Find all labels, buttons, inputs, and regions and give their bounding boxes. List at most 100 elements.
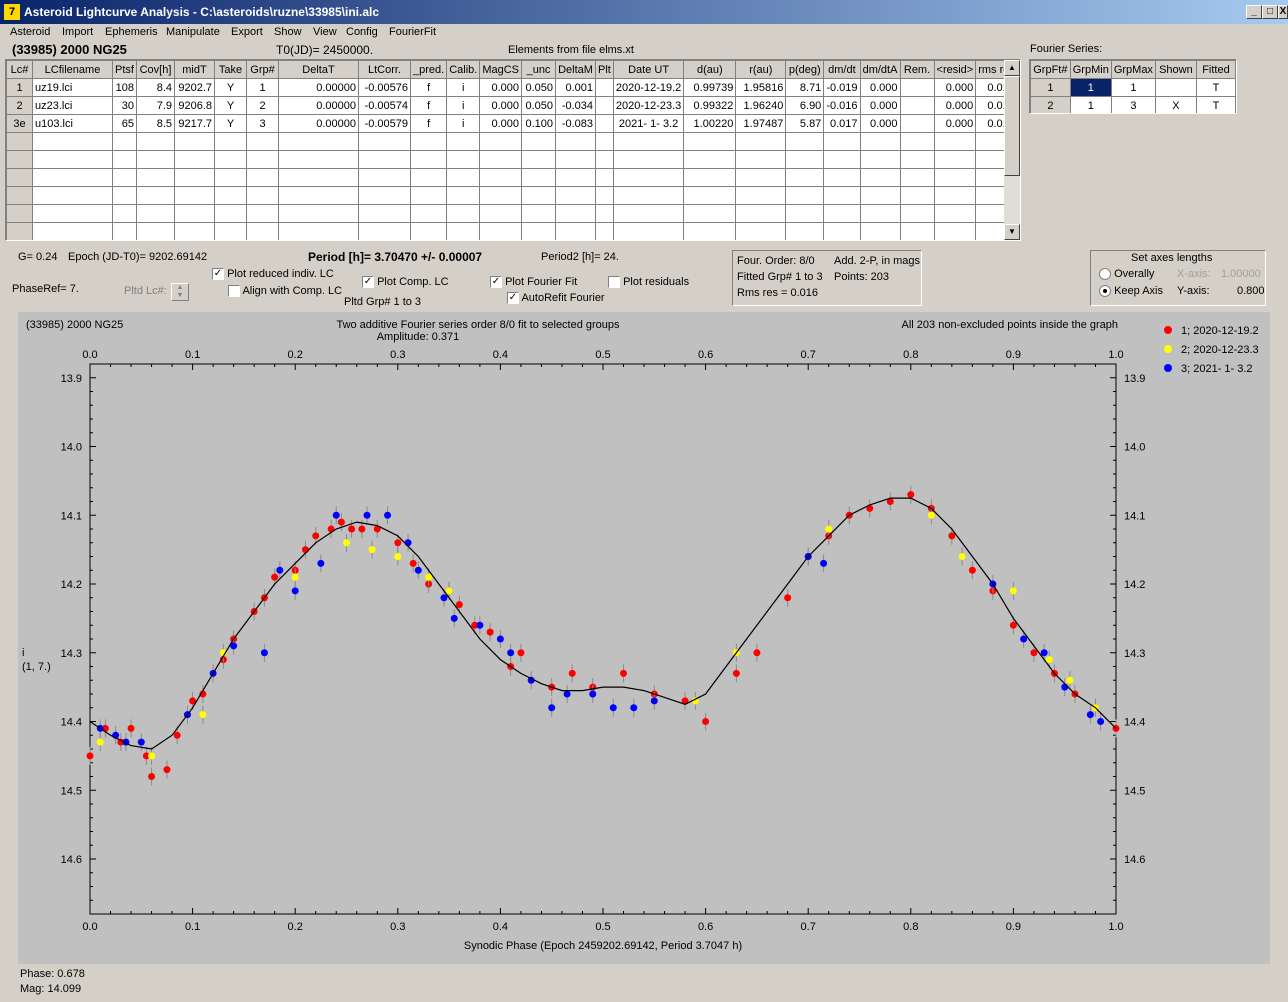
lc-cell[interactable] <box>446 150 481 169</box>
lc-cell[interactable] <box>278 132 359 151</box>
lc-cell[interactable] <box>612 222 685 240</box>
row-header[interactable]: 2 <box>1030 96 1071 113</box>
lc-cell[interactable] <box>785 204 825 223</box>
lc-col-header[interactable]: Plt <box>595 60 614 79</box>
lc-cell[interactable]: u103.lci <box>32 114 113 133</box>
fourier-cell[interactable] <box>1154 78 1197 97</box>
lc-cell[interactable] <box>683 150 737 169</box>
lc-cell[interactable] <box>823 222 861 240</box>
lc-cell[interactable] <box>32 168 113 187</box>
lc-cell[interactable] <box>358 132 411 151</box>
lc-cell[interactable] <box>823 204 861 223</box>
lc-cell[interactable] <box>899 96 935 115</box>
lc-cell[interactable] <box>112 186 137 205</box>
menu-ephemeris[interactable]: Ephemeris <box>105 26 158 38</box>
lc-col-header[interactable]: Date UT <box>612 60 685 79</box>
lc-cell[interactable]: 0.050 <box>521 96 557 115</box>
keep-axis-radio[interactable]: Keep Axis <box>1099 285 1163 298</box>
lc-cell[interactable]: 2020-12-23.3 <box>612 96 685 115</box>
lc-cell[interactable]: 8.5 <box>136 114 175 133</box>
lc-cell[interactable] <box>214 132 247 151</box>
fourier-cell[interactable]: 3 <box>1110 96 1156 113</box>
lc-col-header[interactable]: Lc# <box>6 60 33 79</box>
lc-cell[interactable] <box>612 132 685 151</box>
lc-cell[interactable] <box>246 186 279 205</box>
menu-import[interactable]: Import <box>62 26 94 38</box>
minimize-button[interactable]: _ <box>1246 5 1262 19</box>
lc-col-header[interactable]: _unc <box>521 60 557 79</box>
lc-cell[interactable] <box>358 204 411 223</box>
lc-cell[interactable]: 0.000 <box>859 114 901 133</box>
lc-cell[interactable] <box>214 150 247 169</box>
lc-cell[interactable] <box>246 222 279 240</box>
lc-cell[interactable] <box>246 168 279 187</box>
lc-cell[interactable] <box>933 150 977 169</box>
row-header[interactable] <box>6 132 33 151</box>
lc-cell[interactable] <box>683 132 737 151</box>
lc-cell[interactable]: i <box>446 114 481 133</box>
lc-cell[interactable] <box>479 204 523 223</box>
lc-cell[interactable] <box>555 186 597 205</box>
lc-cell[interactable] <box>136 204 175 223</box>
lc-cell[interactable] <box>446 204 481 223</box>
lc-col-header[interactable]: _pred. <box>409 60 448 79</box>
row-header[interactable]: 1 <box>6 78 33 97</box>
lc-cell[interactable] <box>933 132 977 151</box>
plot-comp-checkbox[interactable]: ✓ Plot Comp. LC <box>362 276 449 289</box>
lc-cell[interactable] <box>409 204 448 223</box>
menu-config[interactable]: Config <box>346 26 378 38</box>
lc-cell[interactable] <box>358 168 411 187</box>
lc-cell[interactable] <box>612 204 685 223</box>
lc-cell[interactable]: f <box>409 96 448 115</box>
row-header[interactable] <box>6 150 33 169</box>
row-header[interactable]: 3e <box>6 114 33 133</box>
scroll-up-icon[interactable]: ▲ <box>1004 60 1020 76</box>
lc-col-header[interactable]: dm/dtA <box>859 60 901 79</box>
lc-cell[interactable]: 0.00000 <box>278 114 359 133</box>
lc-cell[interactable] <box>174 168 215 187</box>
lc-cell[interactable]: 0.000 <box>933 96 977 115</box>
lc-cell[interactable]: 0.000 <box>479 78 523 97</box>
lc-cell[interactable]: 0.050 <box>521 78 557 97</box>
lc-cell[interactable] <box>278 150 359 169</box>
lc-cell[interactable]: 0.00000 <box>278 78 359 97</box>
lc-cell[interactable]: 1.97487 <box>735 114 787 133</box>
lc-cell[interactable] <box>112 222 137 240</box>
lc-cell[interactable] <box>595 168 614 187</box>
lc-cell[interactable]: Y <box>214 78 247 97</box>
lc-cell[interactable] <box>479 150 523 169</box>
lc-cell[interactable] <box>595 222 614 240</box>
lc-cell[interactable]: 2020-12-19.2 <box>612 78 685 97</box>
lc-cell[interactable] <box>409 186 448 205</box>
lc-cell[interactable]: i <box>446 78 481 97</box>
lc-cell[interactable]: 0.001 <box>555 78 597 97</box>
lc-cell[interactable] <box>409 168 448 187</box>
lc-cell[interactable] <box>595 150 614 169</box>
lc-cell[interactable] <box>899 132 935 151</box>
lc-cell[interactable] <box>136 132 175 151</box>
lc-cell[interactable]: 0.017 <box>823 114 861 133</box>
lc-cell[interactable] <box>555 150 597 169</box>
lc-cell[interactable]: 108 <box>112 78 137 97</box>
lc-cell[interactable] <box>683 186 737 205</box>
lc-col-header[interactable]: Rem. <box>899 60 935 79</box>
lc-cell[interactable] <box>32 204 113 223</box>
lc-cell[interactable] <box>446 222 481 240</box>
lc-cell[interactable]: 1.95816 <box>735 78 787 97</box>
lc-cell[interactable] <box>595 114 614 133</box>
lc-col-header[interactable]: r(au) <box>735 60 787 79</box>
lc-cell[interactable] <box>555 222 597 240</box>
lc-cell[interactable] <box>735 132 787 151</box>
lc-table-row[interactable]: 3e u103.lci 65 8.5 9217.7 Y 3 0.00000 -0.00579 f i… <box>6 114 1018 133</box>
lc-col-header[interactable]: Ptsf <box>112 60 137 79</box>
lc-cell[interactable]: 8.4 <box>136 78 175 97</box>
menu-export[interactable]: Export <box>231 26 263 38</box>
lc-cell[interactable]: 2 <box>246 96 279 115</box>
lc-cell[interactable] <box>32 132 113 151</box>
lc-cell[interactable] <box>785 222 825 240</box>
lc-col-header[interactable]: MagCS <box>479 60 523 79</box>
lc-col-header[interactable]: midT <box>174 60 215 79</box>
lc-cell[interactable] <box>785 150 825 169</box>
lc-cell[interactable] <box>112 204 137 223</box>
